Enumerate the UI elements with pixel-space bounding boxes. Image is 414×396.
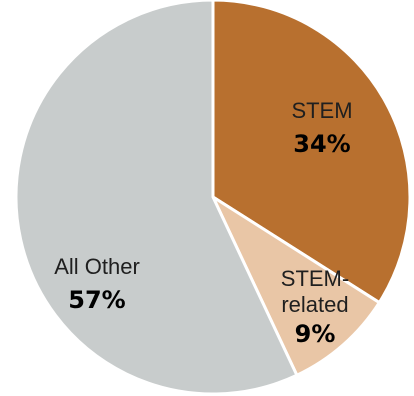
slice-label-stem-related-line-1: STEM-	[281, 266, 349, 291]
pie-slice-all-other	[14, 0, 299, 396]
slice-label-all-other: All Other	[54, 254, 140, 279]
slice-value-stem: 34%	[293, 130, 350, 158]
pie-labels: STEM 34% STEM-related 9% All Other 57%	[54, 98, 352, 348]
slice-value-all-other: 57%	[68, 286, 125, 314]
pie-slice-stem-related	[209, 192, 382, 378]
slice-label-stem-related-line-2: related	[281, 292, 348, 317]
slice-label-stem: STEM	[291, 98, 352, 123]
pie-slices	[14, 0, 412, 396]
slice-value-stem-related: 9%	[295, 320, 336, 348]
